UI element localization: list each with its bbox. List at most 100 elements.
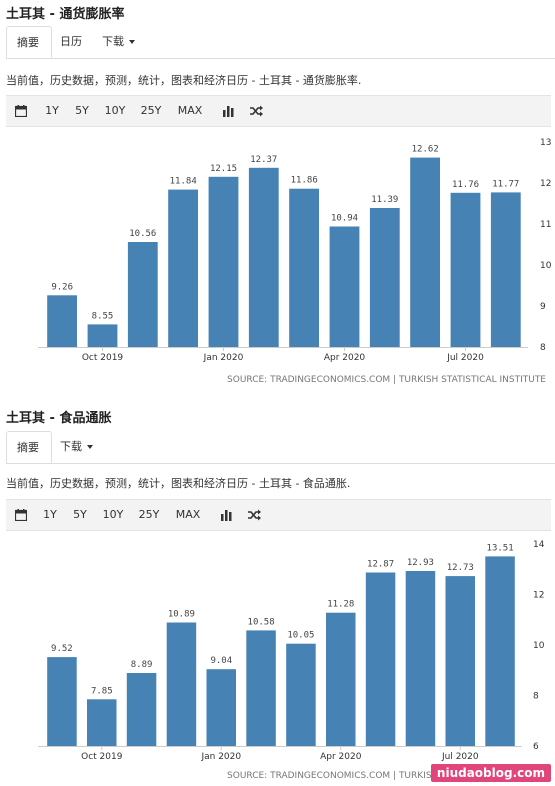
bar [248,167,279,347]
y-tick-label: 12 [540,179,551,189]
y-tick-label: 11 [540,220,551,230]
range-1y-button[interactable]: 1Y [43,508,57,521]
bar [246,630,276,746]
bar [47,657,77,746]
bar-value-label: 10.56 [129,229,156,239]
range-25y-button[interactable]: 25Y [138,508,160,521]
bar-value-label: 10.58 [248,617,275,627]
range-25y-button[interactable]: 25Y [140,104,162,117]
bar-value-label: 9.26 [51,282,73,292]
inflation-chart: 9.26 8.55 10.56 11.84 12.15 12.37 11.86 10.94 11… [6,128,551,393]
bar-value-label: 12.62 [412,145,439,155]
bar-value-label: 11.77 [492,179,519,189]
y-tick-label: 9 [540,302,546,312]
shuffle-icon[interactable] [244,500,264,530]
bar-chart-icon[interactable] [218,96,238,126]
y-tick-label: 10 [540,261,551,271]
bar-value-label: 11.84 [170,177,197,187]
y-tick-label: 13 [540,138,551,148]
y-tick-label: 10 [533,641,545,651]
bar-value-label: 11.76 [452,180,479,190]
bar [485,556,515,746]
food-inflation-section: 土耳其 - 食品通胀 摘要 下载 当前值，历史数据，预测，统计，图表和经济日历 … [0,399,555,786]
food-inflation-chart: 9.52 7.85 8.89 10.89 9.04 10.58 10.05 11.28 12.8… [6,534,551,786]
bar-value-label: 8.89 [131,660,153,670]
tab-download[interactable]: 下载 [92,26,145,58]
bar [286,643,316,746]
page-description: 当前值，历史数据，预测，统计，图表和经济日历 - 土耳其 - 通货膨胀率. [6,74,362,87]
range-max-button[interactable]: MAX [175,508,201,521]
bar-value-label: 9.04 [210,656,232,666]
bar [127,242,158,347]
y-tick-label: 8 [533,692,539,702]
page-description: 当前值，历史数据，预测，统计，图表和经济日历 - 土耳其 - 食品通胀. [6,477,351,490]
calendar-icon[interactable] [10,500,32,530]
x-tick-label: Jan 2020 [200,752,241,762]
shuffle-icon[interactable] [246,96,266,126]
bar-value-label: 10.05 [287,631,314,641]
y-tick-label: 6 [533,742,539,752]
bar [289,188,319,347]
bar [326,612,356,746]
inflation-section: 土耳其 - 通货膨胀率 摘要 日历 下载 当前值，历史数据，预测，统计，图表和经… [6,7,555,393]
chart-source: SOURCE: TRADINGECONOMICS.COM | TURKISH S… [227,375,546,385]
bar [329,226,360,347]
chart-toolbar: 1Y 5Y 10Y 25Y MAX [6,499,551,531]
range-max-button[interactable]: MAX [177,104,203,117]
calendar-icon[interactable] [10,96,32,126]
tab-bar: 摘要 下载 [6,431,555,464]
bar [126,673,157,746]
bar-chart-icon[interactable] [216,500,236,530]
bar-value-label: 12.93 [407,558,434,568]
bar-value-label: 11.86 [291,176,318,186]
x-tick-label: Jan 2020 [203,353,244,363]
bar [87,699,117,746]
chart-toolbar: 1Y 5Y 10Y 25Y MAX [6,95,551,127]
bar-value-label: 12.73 [447,563,474,573]
tab-download[interactable]: 下载 [50,431,103,463]
caret-down-icon [87,445,93,449]
bar [365,572,396,746]
y-tick-label: 12 [533,591,544,601]
tab-download-label: 下载 [60,440,82,453]
tab-summary[interactable]: 摘要 [6,431,52,463]
range-1y-button[interactable]: 1Y [45,104,59,117]
range-5y-button[interactable]: 5Y [73,508,87,521]
y-tick-label: 14 [533,540,545,550]
x-tick-label: Jul 2020 [446,353,484,363]
bar-value-label: 8.55 [92,311,114,321]
bar-value-label: 9.52 [51,644,73,654]
bar-value-label: 12.87 [367,560,394,570]
bar [405,571,436,746]
section-title: 土耳其 - 通货膨胀率 [6,7,125,22]
range-5y-button[interactable]: 5Y [75,104,89,117]
food-inflation-chart-svg: 9.52 7.85 8.89 10.89 9.04 10.58 10.05 11.28 12.8… [38,540,545,762]
bar [450,192,481,347]
bar [206,669,236,746]
bar [410,157,440,347]
section-title: 土耳其 - 食品通胀 [6,411,112,426]
tab-calendar[interactable]: 日历 [60,35,82,48]
bar-value-label: 11.28 [327,600,354,610]
x-tick-label: Apr 2020 [320,752,362,762]
tab-summary[interactable]: 摘要 [6,26,52,58]
x-tick-label: Oct 2019 [81,752,123,762]
bar [87,324,118,347]
bar-value-label: 10.94 [331,214,358,224]
range-10y-button[interactable]: 10Y [104,104,126,117]
bar-value-label: 12.37 [250,155,277,165]
caret-down-icon [129,40,135,44]
watermark: niudaoblog.com [430,764,551,782]
x-tick-label: Oct 2019 [82,353,124,363]
bar [445,576,475,746]
range-10y-button[interactable]: 10Y [102,508,124,521]
bar [490,192,521,347]
bar-value-label: 13.51 [487,543,514,553]
bar-value-label: 10.89 [168,610,195,620]
bar-value-label: 11.39 [371,195,398,205]
bar [168,189,198,347]
bar-value-label: 7.85 [91,686,113,696]
bar [166,622,197,746]
bar [47,295,77,347]
tab-download-label: 下载 [102,35,124,48]
